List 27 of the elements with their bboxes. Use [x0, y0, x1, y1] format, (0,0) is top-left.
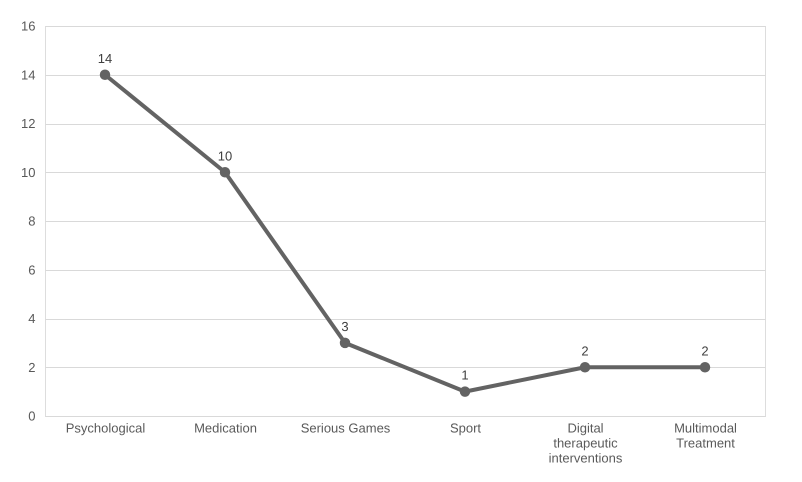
- data-label: 2: [701, 343, 709, 358]
- x-tick-label: Multimodal Treatment: [674, 420, 738, 450]
- x-tick-label: Psychological: [66, 420, 146, 436]
- point: [340, 338, 350, 348]
- y-tick-label: 8: [28, 214, 36, 228]
- x-tick-label: Sport: [450, 420, 482, 436]
- y-tick-label: 4: [28, 311, 36, 326]
- data-label: 1: [461, 368, 469, 383]
- x-tick-label: Serious Games: [300, 420, 391, 436]
- data-label: 10: [218, 148, 232, 164]
- x-tick-label: Digital therapeutic interventions: [548, 420, 623, 466]
- point: [580, 362, 590, 372]
- x-tick-label: Medication: [194, 420, 257, 436]
- point: [220, 167, 230, 178]
- y-tick-label: 0: [28, 408, 36, 424]
- y-tick-label: 14: [21, 67, 36, 82]
- y-tick-label: 10: [21, 164, 36, 180]
- point: [700, 362, 710, 372]
- data-label: 2: [581, 343, 589, 358]
- data-label: 14: [98, 50, 112, 66]
- y-tick-label: 16: [21, 18, 36, 34]
- point: [100, 70, 110, 80]
- point: [460, 386, 470, 397]
- y-tick-label: 6: [28, 262, 36, 278]
- y-tick-label: 2: [28, 360, 36, 375]
- data-label: 3: [341, 318, 349, 334]
- y-tick-label: 12: [21, 116, 36, 131]
